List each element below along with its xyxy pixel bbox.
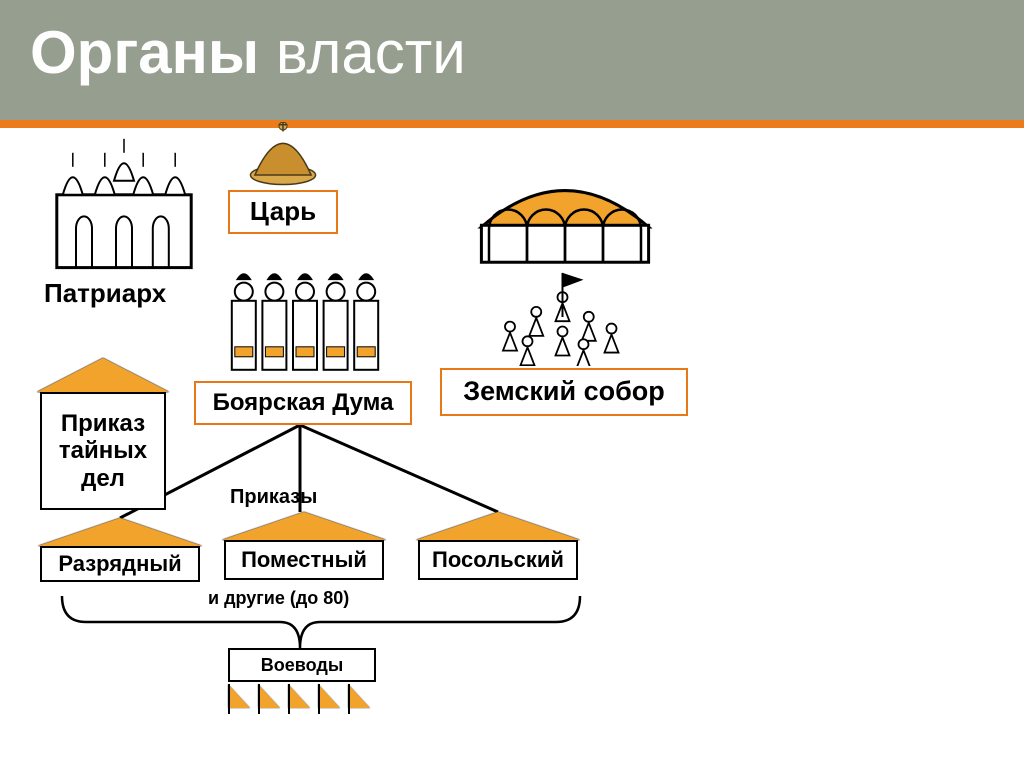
voevody-box: Воеводы <box>228 648 376 682</box>
title-bold: Органы <box>30 19 259 86</box>
razryad-box: Разрядный <box>40 546 200 582</box>
flag-icon <box>348 684 370 708</box>
crown-icon <box>246 122 320 190</box>
page-title: Органы власти <box>30 18 466 87</box>
taynykh-box: Приказ тайных дел <box>40 392 166 510</box>
roof-icon <box>416 512 580 540</box>
sobor-box: Земский собор <box>440 368 688 416</box>
posol-box: Посольский <box>418 540 578 580</box>
diagram-area: Царь Патриарх Боярская Дума Земский собо… <box>0 128 1024 767</box>
razryad-label: Разрядный <box>58 551 181 576</box>
tsar-box: Царь <box>228 190 338 234</box>
church-icon <box>44 136 204 276</box>
roof-icon <box>38 518 202 546</box>
prikazy-label: Приказы <box>230 486 350 509</box>
roof-icon <box>222 512 386 540</box>
voevody-label: Воеводы <box>261 655 343 676</box>
posol-label: Посольский <box>432 547 564 572</box>
taynykh-label: Приказ тайных дел <box>42 410 164 493</box>
title-reg: власти <box>259 19 466 86</box>
flag-icon <box>258 684 280 708</box>
duma-box: Боярская Дума <box>194 381 412 425</box>
tsar-label: Царь <box>250 197 316 227</box>
pomest-label: Поместный <box>241 547 367 572</box>
flag-icon <box>288 684 310 708</box>
duma-label: Боярская Дума <box>213 389 394 417</box>
crowd-icon <box>475 268 650 366</box>
tent-icon <box>470 176 660 264</box>
boyars-icon <box>220 264 390 379</box>
flag-icon <box>228 684 250 708</box>
pomest-box: Поместный <box>224 540 384 580</box>
accent-line <box>0 120 1024 128</box>
patriarch-label: Патриарх <box>44 278 204 309</box>
sobor-label: Земский собор <box>463 376 665 407</box>
flag-icon <box>318 684 340 708</box>
other-label: и другие (до 80) <box>208 588 388 609</box>
roof-icon <box>37 358 169 392</box>
